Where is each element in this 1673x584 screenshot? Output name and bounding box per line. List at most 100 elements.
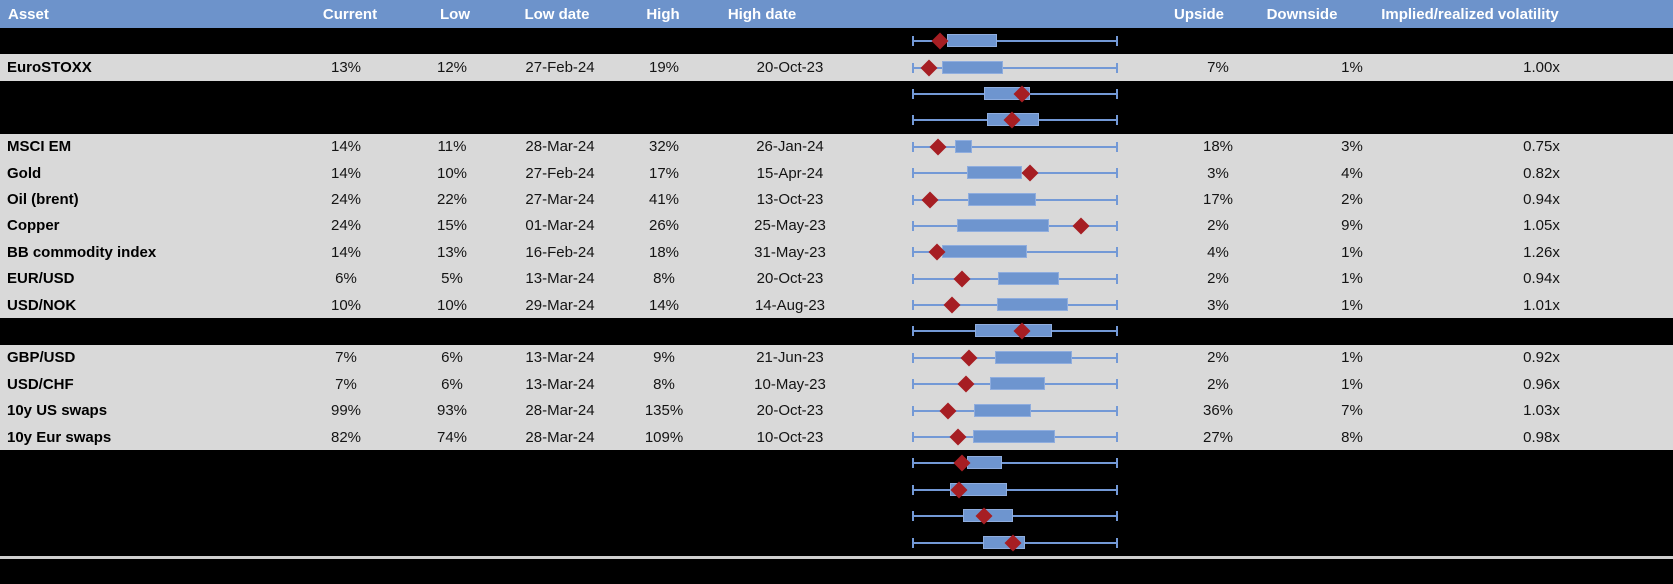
hidden-table-row: [0, 450, 1673, 477]
asset-cell: EUR/USD: [7, 270, 75, 288]
asset-table-row: Copper 24% 15% 01-Mar-24 26% 25-May-23 2…: [0, 212, 1673, 240]
range-boxplot: [870, 503, 1138, 529]
downside-cell: 7%: [1341, 402, 1363, 420]
hidden-table-row: [0, 503, 1673, 530]
downside-cell: 1%: [1341, 349, 1363, 367]
current-marker-diamond: [960, 349, 978, 367]
range-box: [967, 192, 1036, 206]
hidden-table-row: [0, 107, 1673, 134]
upside-cell: 17%: [1202, 191, 1234, 209]
current-marker-diamond: [943, 296, 961, 314]
low-date-cell: 28-Mar-24: [525, 402, 595, 420]
current-cell: 14%: [330, 243, 362, 261]
range-boxplot: [870, 160, 1138, 186]
whisker-high-tick: [1116, 36, 1118, 47]
downside-cell: 1%: [1341, 59, 1363, 77]
range-boxplot: [870, 477, 1138, 503]
hidden-table-row: [0, 28, 1673, 55]
whisker-low-tick: [912, 88, 914, 99]
range-box: [966, 456, 1002, 470]
current-marker-diamond: [921, 191, 939, 209]
asset-table-row: MSCI EM 14% 11% 28-Mar-24 32% 26-Jan-24 …: [0, 133, 1673, 160]
range-boxplot: [870, 134, 1138, 160]
range-box: [942, 60, 1003, 74]
low-date-cell: 01-Mar-24: [525, 217, 595, 235]
column-header-low-date: Low date: [524, 5, 590, 23]
high-date-cell: 25-May-23: [754, 217, 826, 235]
whisker-low-tick: [912, 432, 914, 443]
table-body: EuroSTOXX 13% 12% 27-Feb-24 19% 20-Oct-2…: [0, 28, 1673, 556]
column-header-asset: Asset: [8, 5, 49, 23]
downside-cell: 9%: [1341, 217, 1363, 235]
current-marker-diamond: [1021, 164, 1039, 182]
upside-cell: 2%: [1207, 270, 1229, 288]
high-cell: 8%: [653, 375, 675, 393]
implied-realized-cell: 1.26x: [1523, 243, 1560, 261]
upside-cell: 18%: [1202, 138, 1234, 156]
whisker-low-tick: [912, 537, 914, 548]
current-cell: 99%: [330, 402, 362, 420]
whisker-low-tick: [912, 168, 914, 179]
range-box: [974, 403, 1032, 417]
whisker-high-tick: [1116, 115, 1118, 126]
low-date-cell: 29-Mar-24: [525, 296, 595, 314]
whisker-low-tick: [912, 220, 914, 231]
asset-cell: MSCI EM: [7, 138, 72, 156]
low-date-cell: 28-Mar-24: [525, 138, 595, 156]
low-date-cell: 27-Feb-24: [525, 164, 595, 182]
range-box: [966, 166, 1022, 180]
whisker-line: [913, 515, 1117, 518]
asset-table-row: EUR/USD 6% 5% 13-Mar-24 8% 20-Oct-23 2% …: [0, 265, 1673, 292]
upside-cell: 36%: [1202, 402, 1234, 420]
low-date-cell: 13-Mar-24: [525, 375, 595, 393]
asset-table-row: EuroSTOXX 13% 12% 27-Feb-24 19% 20-Oct-2…: [0, 54, 1673, 81]
asset-cell: USD/CHF: [7, 375, 74, 393]
current-cell: 24%: [330, 191, 362, 209]
high-cell: 41%: [648, 191, 680, 209]
low-cell: 11%: [437, 138, 467, 156]
range-boxplot: [870, 54, 1138, 80]
range-box: [997, 298, 1069, 312]
range-box: [957, 218, 1050, 232]
range-box: [995, 350, 1073, 364]
high-date-cell: 14-Aug-23: [754, 296, 826, 314]
hidden-table-row: [0, 529, 1673, 556]
range-boxplot: [870, 107, 1138, 133]
high-cell: 17%: [648, 164, 680, 182]
implied-realized-cell: 0.98x: [1523, 428, 1560, 446]
upside-cell: 4%: [1207, 243, 1229, 261]
range-boxplot: [870, 81, 1138, 107]
asset-table-row: Oil (brent) 24% 22% 27-Mar-24 41% 13-Oct…: [0, 186, 1673, 213]
table-header-row: Asset Current Low Low date High High dat…: [0, 0, 1673, 28]
range-boxplot: [870, 213, 1138, 239]
whisker-high-tick: [1116, 405, 1118, 416]
range-box: [946, 34, 997, 48]
high-cell: 9%: [653, 349, 675, 367]
whisker-low-tick: [912, 36, 914, 47]
implied-realized-cell: 1.05x: [1523, 217, 1560, 235]
range-boxplot: [870, 424, 1138, 450]
asset-cell: EuroSTOXX: [7, 59, 92, 77]
whisker-low-tick: [912, 62, 914, 73]
whisker-line: [913, 145, 1117, 148]
whisker-high-tick: [1116, 379, 1118, 390]
downside-cell: 1%: [1341, 296, 1363, 314]
whisker-low-tick: [912, 352, 914, 363]
low-date-cell: 13-Mar-24: [525, 349, 595, 367]
upside-cell: 2%: [1207, 375, 1229, 393]
range-boxplot: [870, 371, 1138, 397]
whisker-high-tick: [1116, 537, 1118, 548]
high-date-cell: 31-May-23: [754, 243, 826, 261]
range-boxplot: [870, 450, 1138, 476]
range-boxplot: [870, 345, 1138, 371]
asset-table-row: 10y US swaps 99% 93% 28-Mar-24 135% 20-O…: [0, 397, 1673, 424]
downside-cell: 2%: [1341, 191, 1363, 209]
whisker-high-tick: [1116, 432, 1118, 443]
upside-cell: 2%: [1207, 349, 1229, 367]
implied-realized-cell: 0.82x: [1523, 164, 1560, 182]
high-date-cell: 20-Oct-23: [756, 59, 824, 77]
current-marker-diamond: [949, 428, 967, 446]
asset-table-row: BB commodity index 14% 13% 16-Feb-24 18%…: [0, 239, 1673, 266]
high-date-cell: 13-Oct-23: [756, 191, 824, 209]
